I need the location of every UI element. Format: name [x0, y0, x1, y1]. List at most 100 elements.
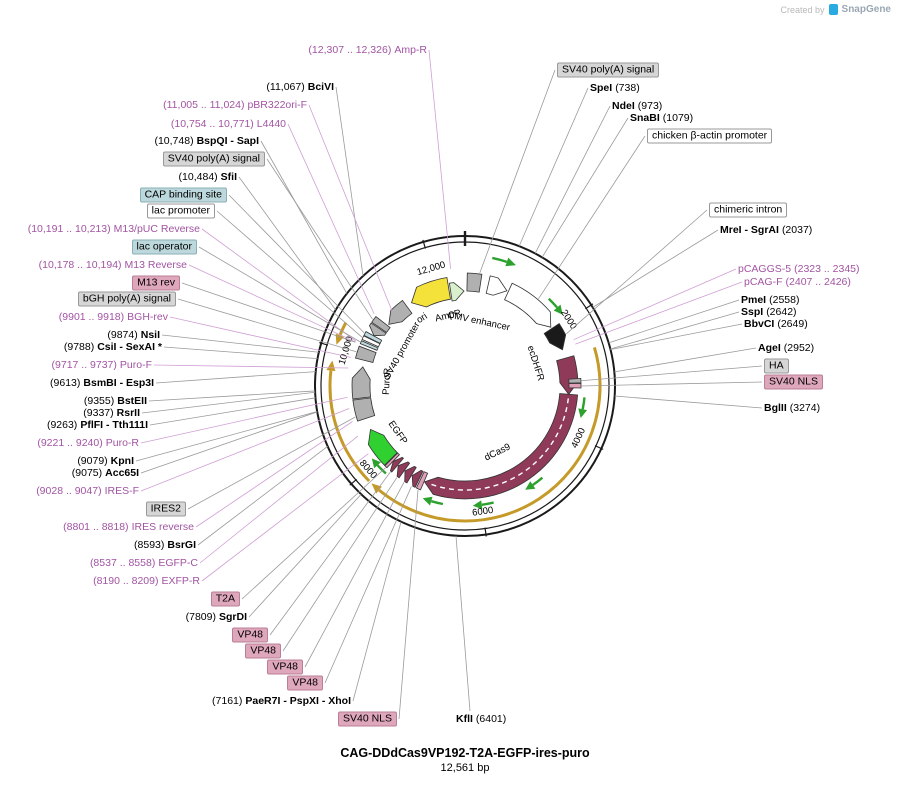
- label-agei[interactable]: AgeI (2952): [758, 341, 814, 355]
- label-ires2[interactable]: IRES2: [145, 501, 186, 517]
- feature-chicken-beta-actin-promoter[interactable]: [504, 282, 552, 328]
- feature-t2a[interactable]: [384, 452, 400, 469]
- label-bbvci[interactable]: BbvCI (2649): [744, 317, 808, 331]
- label-pcag-f[interactable]: pCAG-F (2407 .. 2426): [744, 275, 851, 289]
- label-paer7i-pspxi-xhoi[interactable]: (7161) PaeR7I - PspXI - XhoI: [212, 694, 351, 708]
- label-kpni[interactable]: (9079) KpnI: [77, 454, 134, 468]
- label-t2a[interactable]: T2A: [210, 591, 240, 607]
- label-nsii[interactable]: (9874) NsiI: [107, 328, 160, 342]
- label-chimeric-intron[interactable]: chimeric intron: [709, 202, 788, 218]
- label-mrei-sgrai[interactable]: MreI - SgrAI (2037): [720, 223, 812, 237]
- label-ha[interactable]: HA: [764, 358, 789, 374]
- label-sfii[interactable]: (10,484) SfiI: [179, 170, 237, 184]
- label-vp48[interactable]: VP48: [287, 675, 323, 691]
- label-lac-promoter[interactable]: lac promoter: [146, 203, 215, 219]
- label-lac-operator-nm: lac operator: [136, 240, 192, 253]
- feature-vp48-3[interactable]: [396, 461, 411, 479]
- label-bsrgi-nm: BsrGI: [167, 539, 196, 551]
- label-cap-binding-site[interactable]: CAP binding site: [139, 187, 227, 203]
- label-pflfi-tth111i[interactable]: (9263) PflFI - Tth111I: [47, 418, 148, 432]
- label-exfp-r-pre: (8190 .. 8209): [93, 575, 159, 587]
- label-vp48[interactable]: VP48: [232, 627, 268, 643]
- feature-unlabeled-green-arrow-top[interactable]: [448, 282, 465, 302]
- feature-lac-operator[interactable]: [359, 340, 379, 351]
- label-agei-nm: AgeI: [758, 342, 781, 354]
- label-chicken-actin-promoter[interactable]: chicken β-actin promoter: [647, 128, 773, 144]
- inner-label-puror[interactable]: PuroR: [381, 367, 394, 395]
- label-bspqi-sapi[interactable]: (10,748) BspQI - SapI: [154, 134, 259, 148]
- label-ires-f-nm: IRES-F: [104, 485, 139, 497]
- label-amp-r[interactable]: (12,307 .. 12,326) Amp-R: [308, 43, 427, 57]
- inner-label-ori[interactable]: ori: [415, 311, 430, 326]
- label-puro-f[interactable]: (9717 .. 9737) Puro-F: [52, 358, 152, 372]
- label-sv40-poly-a-signal[interactable]: SV40 poly(A) signal: [557, 62, 660, 78]
- feature-vp48-2[interactable]: [404, 465, 417, 484]
- feature-dcas9[interactable]: [423, 393, 579, 500]
- inner-label-dcas9[interactable]: dCas9: [483, 441, 513, 463]
- label-rsrii[interactable]: (9337) RsrII: [83, 406, 140, 420]
- label-bglii[interactable]: BglII (3274): [764, 401, 820, 415]
- feature-vp48-4[interactable]: [389, 456, 404, 473]
- label-vp48[interactable]: VP48: [267, 659, 303, 675]
- label-sspi[interactable]: SspI (2642): [741, 305, 797, 319]
- feature-cap-binding-site[interactable]: [363, 331, 383, 344]
- label-m13-puc-reverse[interactable]: (10,191 .. 10,213) M13/pUC Reverse: [28, 222, 200, 236]
- label-sv40-poly-a-signal[interactable]: SV40 poly(A) signal: [162, 151, 265, 167]
- feature-egfp[interactable]: [367, 428, 398, 466]
- label-mrei-sgrai-post: (2037): [781, 224, 813, 236]
- feature-lac-promoter[interactable]: [361, 335, 381, 348]
- label-bsmbi-esp3i[interactable]: (9613) BsmBI - Esp3I: [50, 376, 154, 390]
- feature-ires2[interactable]: [352, 397, 376, 422]
- label-m13-reverse[interactable]: (10,178 .. 10,194) M13 Reverse: [39, 258, 187, 272]
- label-m13-rev[interactable]: M13 rev: [132, 275, 180, 291]
- feature-sv40-nls-right[interactable]: [568, 382, 582, 389]
- inner-label-ecdhfr[interactable]: ecDHFR: [525, 344, 547, 382]
- label-pmei[interactable]: PmeI (2558): [741, 293, 799, 307]
- feature-cmv-enhancer[interactable]: [485, 275, 508, 296]
- feature-sv40-promoter[interactable]: [369, 322, 387, 337]
- feature-ampr[interactable]: [410, 277, 451, 308]
- feature-ori[interactable]: [388, 299, 413, 325]
- label-lac-operator[interactable]: lac operator: [131, 239, 197, 255]
- label-bgh-rev[interactable]: (9901 .. 9918) BGH-rev: [59, 310, 168, 324]
- label-l4440[interactable]: (10,754 .. 10,771) L4440: [171, 117, 286, 131]
- feature-puror[interactable]: [351, 366, 372, 400]
- label-bglii-post: (3274): [789, 402, 821, 414]
- label-kfli[interactable]: KflI (6401): [456, 712, 506, 726]
- label-sv40-nls[interactable]: SV40 NLS: [337, 711, 397, 727]
- label-csii-sexai[interactable]: (9788) CsiI - SexAI *: [64, 340, 162, 354]
- label-bsmbi-esp3i-pre: (9613): [50, 377, 81, 389]
- feature-ecdhfr[interactable]: [556, 355, 579, 395]
- label-bsteii[interactable]: (9355) BstEII: [84, 394, 147, 408]
- label-ires-reverse[interactable]: (8801 .. 8818) IRES reverse: [63, 520, 194, 534]
- label-vp48-nm: VP48: [292, 676, 318, 689]
- label-snabi[interactable]: SnaBI (1079): [630, 111, 693, 125]
- label-sv40-nls[interactable]: SV40 NLS: [764, 374, 824, 390]
- label-puro-r[interactable]: (9221 .. 9240) Puro-R: [37, 436, 139, 450]
- label-bsrgi[interactable]: (8593) BsrGI: [134, 538, 196, 552]
- feature-sv40-polya-signal-right[interactable]: [466, 272, 483, 293]
- label-ires-f[interactable]: (9028 .. 9047) IRES-F: [36, 484, 139, 498]
- feature-sv40-nls-left[interactable]: [415, 471, 429, 491]
- feature-chimeric-intron[interactable]: [543, 323, 567, 351]
- label-exfp-r[interactable]: (8190 .. 8209) EXFP-R: [93, 574, 200, 588]
- label-ndei[interactable]: NdeI (973): [612, 99, 662, 113]
- label-vp48[interactable]: VP48: [245, 643, 281, 659]
- feature-sv40-polya-signal-left[interactable]: [371, 315, 391, 333]
- feature-vp48-1[interactable]: [411, 469, 424, 488]
- label-bgh-poly-a-signal[interactable]: bGH poly(A) signal: [77, 291, 176, 307]
- feature-ha-tag[interactable]: [568, 377, 582, 384]
- label-spei[interactable]: SpeI (738): [590, 81, 640, 95]
- label-acc65i[interactable]: (9075) Acc65I: [72, 466, 139, 480]
- feature-bgh-polya-signal[interactable]: [355, 345, 377, 363]
- label-bglii-nm: BglII: [764, 402, 787, 414]
- label-pbr322ori-f[interactable]: (11,005 .. 11,024) pBR322ori-F: [163, 98, 307, 112]
- inner-label-egfp[interactable]: EGFP: [386, 419, 410, 447]
- label-egfp-c[interactable]: (8537 .. 8558) EGFP-C: [90, 556, 198, 570]
- label-bcivi[interactable]: (11,067) BciVI: [266, 80, 334, 94]
- label-sv40-poly-a-signal-nm: SV40 poly(A) signal: [167, 152, 260, 165]
- label-t2a-nm: T2A: [215, 592, 235, 605]
- label-pcaggs-5[interactable]: pCAGGS-5 (2323 .. 2345): [738, 262, 860, 276]
- label-sgrdi[interactable]: (7809) SgrDI: [186, 610, 247, 624]
